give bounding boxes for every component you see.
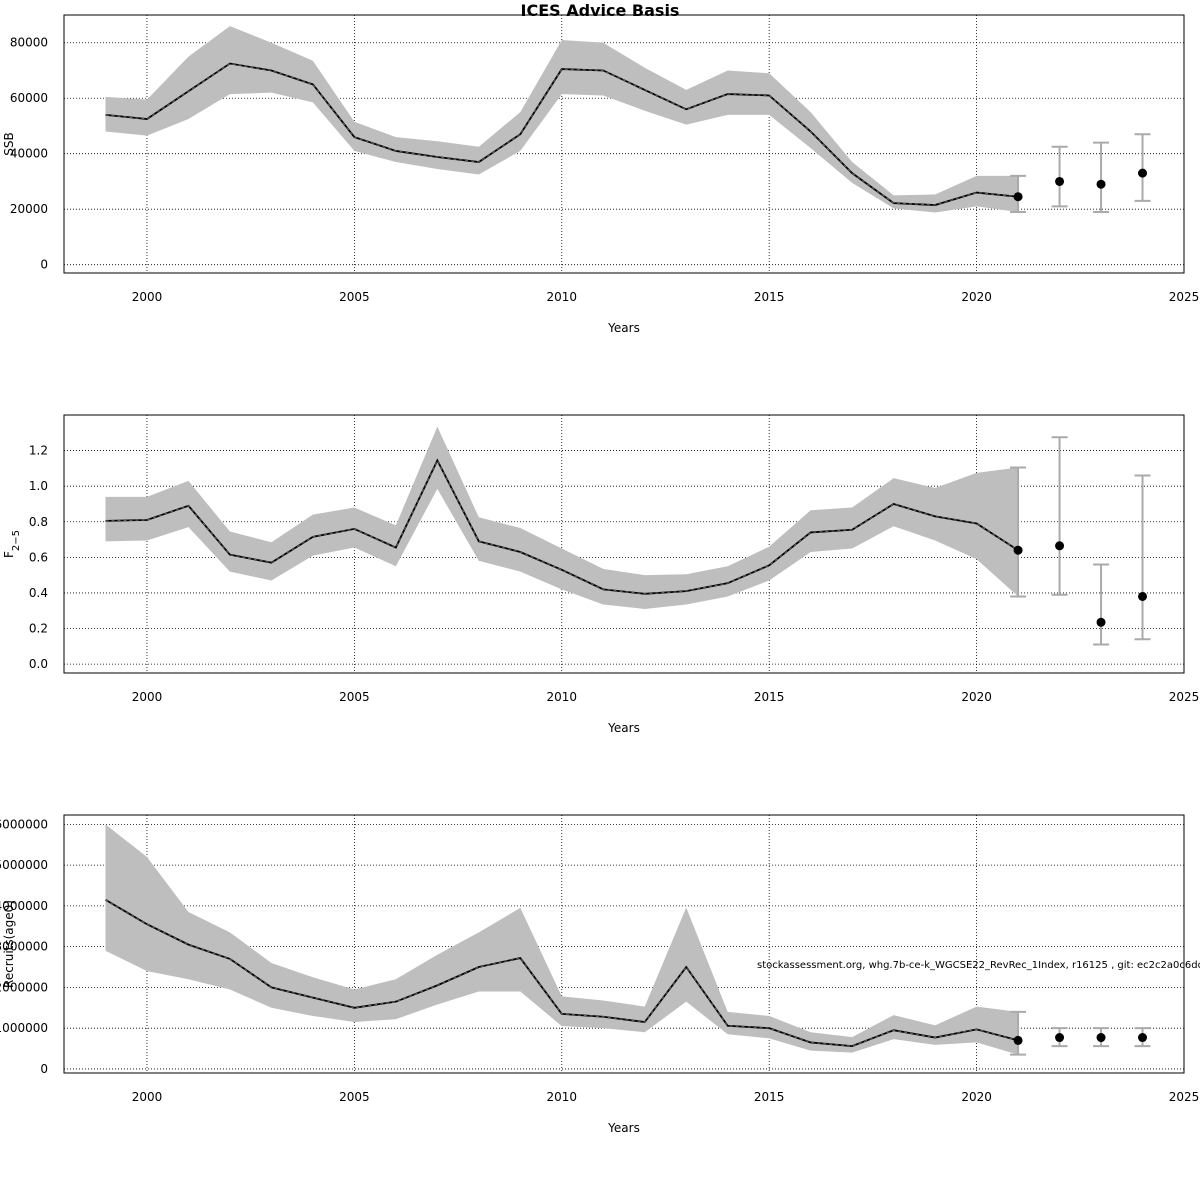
x-tick-label: 2005 bbox=[339, 690, 370, 704]
y-axis-title-subscript: 2−5 bbox=[11, 530, 22, 551]
y-tick-label: 1.2 bbox=[29, 444, 48, 458]
x-axis-title: Years bbox=[607, 1121, 640, 1135]
x-tick-label: 2005 bbox=[339, 290, 370, 304]
panel-2: 2000 2005 2010 2015 2020 2025 0.0 0.2 0.4 0.6 0.8 1… bbox=[2, 414, 1200, 735]
estimate-line-dash bbox=[105, 899, 1019, 1047]
x-tick-label: 2005 bbox=[339, 1090, 370, 1104]
x-tick-label: 2025 bbox=[1169, 290, 1200, 304]
y-tick-label: 2000000 bbox=[0, 980, 48, 994]
forecast-point bbox=[1096, 1033, 1106, 1043]
x-tick-label: 2025 bbox=[1169, 690, 1200, 704]
y-tick-label: 1000000 bbox=[0, 1021, 48, 1035]
plot-frame bbox=[63, 814, 1185, 1074]
confidence-band bbox=[105, 426, 1019, 609]
forecast-point bbox=[1013, 545, 1023, 555]
x-tick-label: 2015 bbox=[754, 690, 785, 704]
x-tick-label: 2025 bbox=[1169, 1090, 1200, 1104]
x-tick-label: 2010 bbox=[547, 1090, 578, 1104]
y-tick-label: 80000 bbox=[10, 36, 48, 50]
y-tick-label: 60000 bbox=[10, 91, 48, 105]
plot-frame bbox=[63, 414, 1185, 674]
y-tick-label: 0 bbox=[40, 258, 48, 272]
y-tick-label: 4000000 bbox=[0, 899, 48, 913]
forecast-point bbox=[1055, 176, 1065, 186]
forecast-point bbox=[1138, 591, 1148, 601]
forecast-errorbar bbox=[1010, 466, 1027, 598]
y-tick-label: 20000 bbox=[10, 202, 48, 216]
x-tick-label: 2015 bbox=[754, 1090, 785, 1104]
y-tick-label: 0 bbox=[40, 1062, 48, 1076]
footnote: stockassessment.org, whg.7b-ce-k_WGCSE22… bbox=[757, 960, 1200, 971]
plot-frame bbox=[63, 14, 1185, 274]
forecast-errorbar bbox=[1134, 133, 1151, 202]
y-tick-label: 3000000 bbox=[0, 940, 48, 954]
y-tick-label: 40000 bbox=[10, 147, 48, 161]
x-tick-label: 2000 bbox=[132, 290, 163, 304]
x-tick-label: 2015 bbox=[754, 290, 785, 304]
estimate-line-dash bbox=[105, 459, 1019, 595]
y-tick-label: 0.6 bbox=[29, 550, 48, 564]
forecast-errorbar bbox=[1010, 1010, 1027, 1056]
y-tick-label: 1.0 bbox=[29, 479, 48, 493]
x-tick-label: 2000 bbox=[132, 690, 163, 704]
forecast-point bbox=[1138, 1033, 1148, 1043]
x-tick-label: 2000 bbox=[132, 1090, 163, 1104]
forecast-point bbox=[1096, 179, 1106, 189]
forecast-errorbar bbox=[1134, 474, 1151, 641]
y-tick-label: 0.0 bbox=[29, 657, 48, 671]
x-tick-label: 2020 bbox=[961, 690, 992, 704]
y-axis-title: F2−5 bbox=[2, 530, 22, 558]
y-tick-label: 0.2 bbox=[29, 622, 48, 636]
forecast-point bbox=[1055, 1033, 1065, 1043]
estimate-line-dash bbox=[105, 63, 1019, 206]
forecast-point bbox=[1013, 1035, 1023, 1045]
x-tick-label: 2010 bbox=[547, 290, 578, 304]
x-axis-title: Years bbox=[607, 721, 640, 735]
forecast-errorbar bbox=[1051, 145, 1068, 208]
y-tick-label: 6000000 bbox=[0, 817, 48, 831]
x-tick-label: 2020 bbox=[961, 1090, 992, 1104]
forecast-errorbar bbox=[1093, 563, 1110, 646]
x-axis-title: Years bbox=[607, 321, 640, 335]
forecast-point bbox=[1055, 541, 1065, 551]
panel-3: 2000 2005 2010 2015 2020 2025 0 1000000 2000000 3… bbox=[0, 814, 1200, 1135]
y-tick-label: 0.8 bbox=[29, 515, 48, 529]
x-tick-label: 2010 bbox=[547, 690, 578, 704]
chart-title: ICES Advice Basis bbox=[521, 1, 680, 20]
forecast-point bbox=[1138, 168, 1148, 178]
forecast-errorbar bbox=[1051, 436, 1068, 596]
forecast-errorbar bbox=[1093, 141, 1110, 213]
chart-panels: 2000 2005 2010 2015 2020 20250200004000060000… bbox=[0, 14, 1200, 1135]
y-axis-title: SSB bbox=[2, 132, 16, 155]
panel-1: 2000 2005 2010 2015 2020 2025 0 20000 40000 60000… bbox=[2, 14, 1200, 335]
confidence-band bbox=[105, 26, 1019, 213]
forecast-point bbox=[1096, 617, 1106, 627]
y-axis-title: Recruits(age0) bbox=[2, 900, 16, 988]
confidence-band bbox=[105, 824, 1019, 1055]
forecast-point bbox=[1013, 192, 1023, 202]
y-tick-label: 0.4 bbox=[29, 586, 48, 600]
x-tick-label: 2020 bbox=[961, 290, 992, 304]
